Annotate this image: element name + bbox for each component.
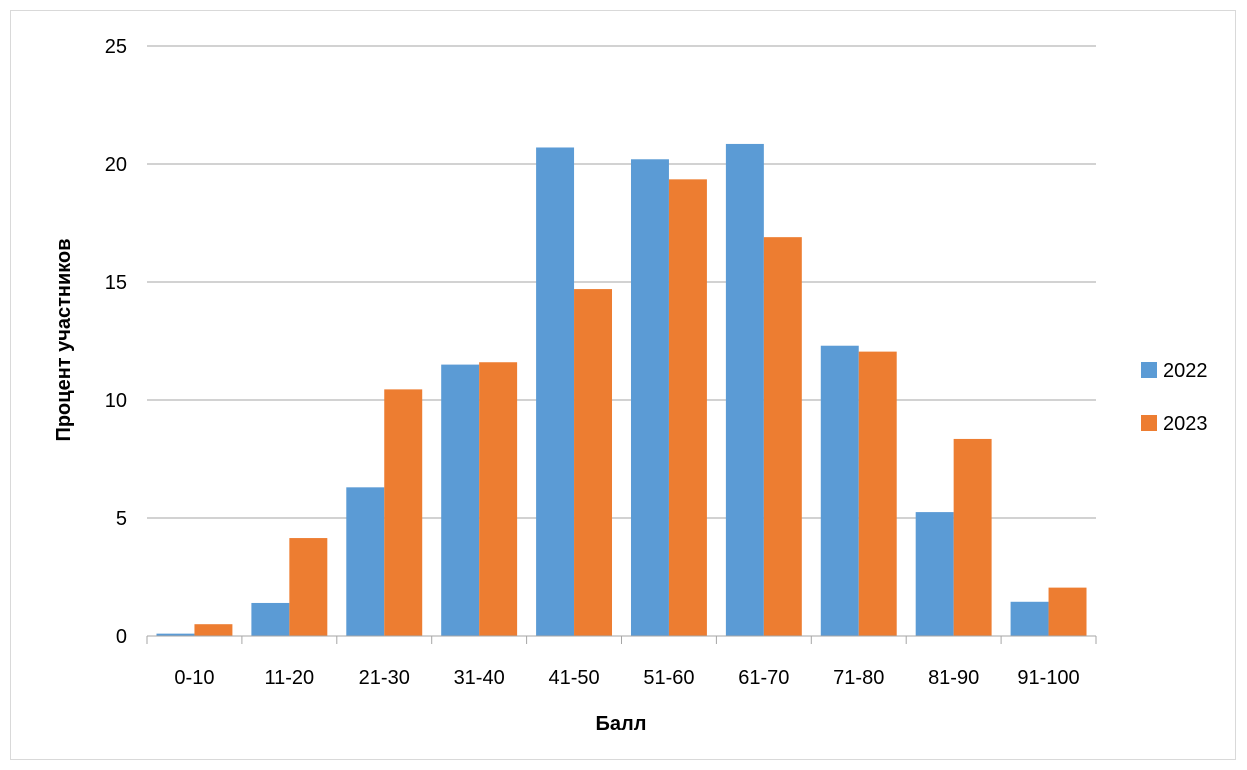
bar-2023-91-100: [1048, 587, 1087, 636]
bar-2022-61-70: [725, 143, 764, 636]
bar-2023-71-80: [858, 351, 897, 636]
bar-2022-71-80: [820, 345, 859, 636]
y-tick-label: 10: [105, 390, 127, 412]
x-tick-label: 51-60: [643, 667, 694, 689]
x-tick-label: 21-30: [359, 667, 410, 689]
x-axis-title: Балл: [596, 713, 647, 735]
bar-2023-21-30: [384, 389, 423, 636]
y-tick-label: 5: [116, 508, 127, 530]
bar-2022-91-100: [1010, 601, 1049, 636]
y-axis-title: Процент участников: [53, 238, 75, 441]
x-tick-label: 91-100: [1017, 667, 1079, 689]
x-tick-label: 81-90: [928, 667, 979, 689]
bar-2023-81-90: [953, 438, 992, 636]
x-tick-label: 31-40: [454, 667, 505, 689]
legend-swatch-2022: [1141, 362, 1157, 378]
bar-2023-51-60: [668, 179, 707, 636]
x-tick-label: 71-80: [833, 667, 884, 689]
legend: 2022 2023: [1141, 360, 1208, 435]
x-tick-label: 41-50: [548, 667, 599, 689]
bar-2022-81-90: [915, 512, 954, 636]
bars: [156, 143, 1087, 637]
y-tick-label: 15: [105, 272, 127, 294]
y-tick-label: 0: [116, 626, 127, 648]
x-tick-label: 61-70: [738, 667, 789, 689]
bar-2022-11-20: [251, 602, 290, 636]
bar-2023-41-50: [574, 289, 613, 636]
legend-swatch-2023: [1141, 415, 1157, 431]
bar-2023-0-10: [194, 624, 233, 636]
legend-label: 2023: [1163, 413, 1208, 435]
bar-2023-61-70: [763, 237, 802, 636]
x-tick-label: 0-10: [174, 667, 214, 689]
y-tick-label: 25: [105, 36, 127, 58]
y-axis-ticks: 0 5 10 15 20 25: [105, 36, 127, 648]
bar-2022-41-50: [536, 147, 575, 637]
x-axis: 0-10 11-20 21-30 31-40 41-50 51-60 61-70 71-80 8…: [146, 635, 1097, 689]
bar-2023-11-20: [289, 538, 328, 636]
bar-2022-31-40: [441, 364, 480, 636]
y-tick-label: 20: [105, 154, 127, 176]
legend-label: 2022: [1163, 360, 1208, 382]
x-tick-label: 11-20: [265, 667, 315, 689]
bar-2022-21-30: [346, 487, 385, 636]
bar-2023-31-40: [479, 362, 518, 636]
bar-2022-0-10: [156, 633, 195, 636]
bar-2022-51-60: [630, 159, 669, 636]
